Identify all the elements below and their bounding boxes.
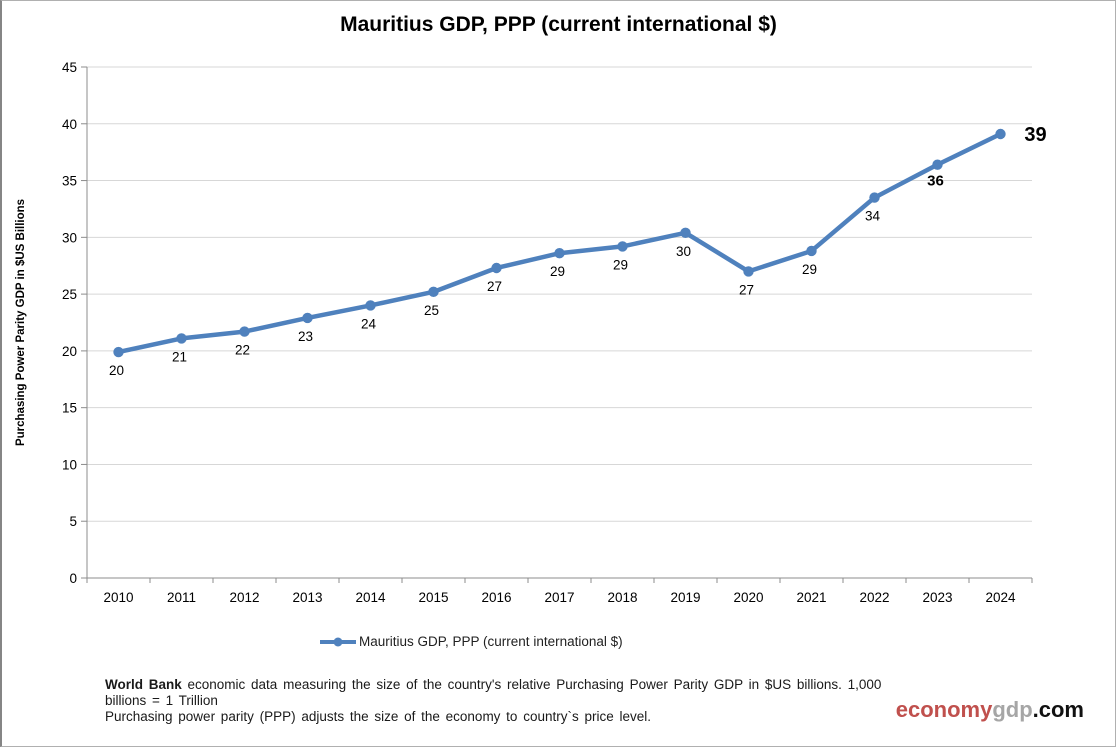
x-tick-label: 2015 [418,590,448,605]
data-label: 29 [802,262,817,277]
x-tick-label: 2010 [103,590,133,605]
y-tick-label: 35 [62,174,77,189]
x-tick-label: 2022 [859,590,889,605]
footer-note: World Bank economic data measuring the s… [105,677,885,725]
gdp-line-chart: 0 5 10 15 20 25 30 35 40 45 2010 2011 2012 2013 2014 20… [15,60,1047,605]
footer-line1: World Bank economic data measuring the s… [105,677,885,709]
x-tick-label: 2019 [670,590,700,605]
y-tick-label: 30 [62,230,77,245]
x-tick-label: 2018 [607,590,637,605]
x-tick-label: 2021 [796,590,826,605]
legend-line-marker-icon [320,637,356,646]
x-tick-label: 2016 [481,590,511,605]
data-label: 25 [424,303,439,318]
data-label: 22 [235,343,250,358]
footer-source-label: World Bank [105,677,182,692]
data-point [428,286,439,298]
y-axis-title: Purchasing Power Parity GDP in $US Billi… [15,199,27,446]
data-point [302,312,313,324]
x-tick-label: 2013 [292,590,322,605]
y-tick-label: 0 [69,571,77,586]
data-label: 34 [865,209,881,224]
data-point [617,241,628,252]
x-tick-label: 2014 [355,590,386,605]
x-tick-label: 2023 [922,590,952,605]
footer-line1-text: economic data measuring the size of the … [105,677,882,708]
legend: Mauritius GDP, PPP (current internationa… [318,634,623,649]
data-label: 20 [109,363,124,378]
y-tick-label: 25 [62,287,77,302]
logo-gdp: gdp [992,697,1033,722]
y-tick-label: 15 [62,401,77,416]
y-tick-label: 5 [69,514,77,529]
logo-com: .com [1032,697,1084,722]
data-point [239,326,250,337]
data-point [365,300,376,311]
data-point [554,248,565,259]
data-label: 29 [550,264,565,279]
y-tick-label: 45 [62,60,77,75]
data-label: 29 [613,257,628,272]
y-tick-label: 10 [62,457,77,472]
gdp-line [116,131,1003,355]
data-point [995,128,1006,140]
x-tick-label: 2011 [167,590,196,605]
data-point [680,227,691,238]
logo-economy: economy [895,697,993,722]
data-label: 21 [172,349,187,364]
x-tick-label: 2012 [229,590,259,605]
x-tick-label: 2020 [733,590,763,605]
x-tick-label: 2024 [985,590,1016,605]
y-tick-label: 40 [62,117,77,132]
data-label: 39 [1024,124,1046,146]
data-label: 36 [927,173,944,190]
data-point [743,266,754,277]
data-point [113,346,124,358]
y-tick-label: 20 [62,344,77,359]
legend-label: Mauritius GDP, PPP (current internationa… [359,634,623,649]
data-point [806,245,817,257]
chart-title: Mauritius GDP, PPP (current internationa… [340,13,777,36]
data-label: 24 [361,316,377,331]
footer-line2: Purchasing power parity (PPP) adjusts th… [105,709,651,724]
data-label: 30 [676,244,691,259]
data-point [869,192,880,203]
data-point [491,262,502,274]
x-tick-label: 2017 [544,590,574,605]
data-point [176,333,187,344]
data-label: 23 [298,329,313,344]
site-logo: economygdp.com [896,697,1084,723]
data-label: 27 [739,282,754,297]
data-label: 27 [487,279,502,294]
data-point [932,159,943,170]
